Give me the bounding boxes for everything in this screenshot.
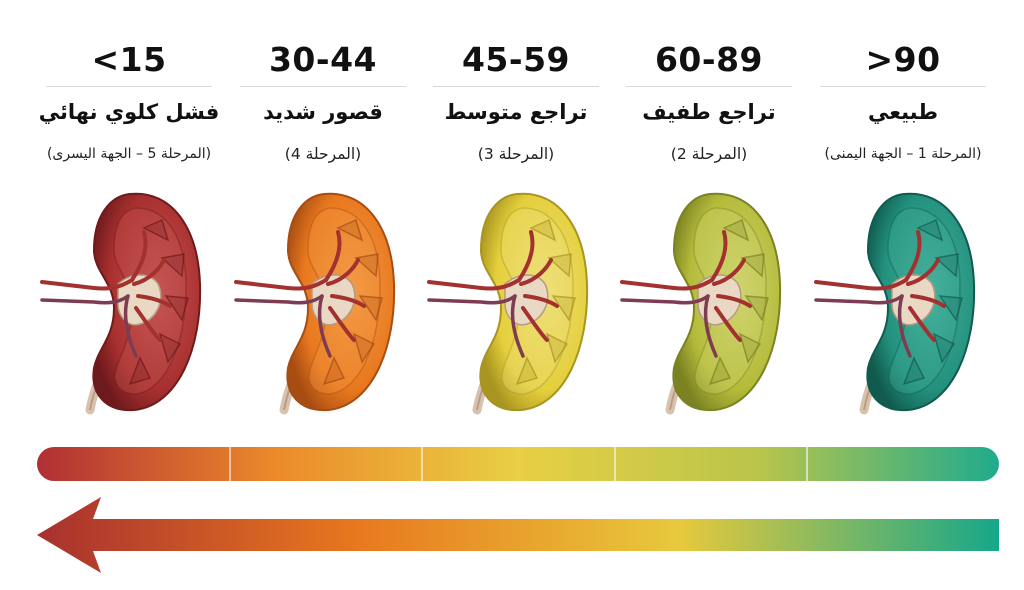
renal-vein (620, 294, 710, 305)
stage-value: 30-44 (268, 40, 378, 79)
kidney-illustration (40, 192, 202, 415)
renal-vein (427, 294, 517, 305)
divider (46, 86, 212, 87)
stage-note: (المرحلة 2) (670, 145, 748, 163)
kidney-illustration (427, 192, 589, 415)
stage-note: (المرحلة 1 – الجهة اليمنى) (824, 146, 982, 162)
stage-label: تراجع متوسط (444, 100, 588, 124)
stage-note: (المرحلة 4) (284, 145, 362, 163)
kidney-illustration (620, 192, 782, 415)
renal-pelvis (504, 274, 549, 326)
renal-pelvis (697, 274, 742, 326)
renal-vein (814, 294, 904, 305)
stage-note: (المرحلة 5 – الجهة اليسرى) (46, 146, 212, 162)
divider (626, 86, 792, 87)
stage-value: >90 (865, 40, 941, 79)
stage-value: <15 (91, 40, 167, 79)
divider (820, 86, 986, 87)
stage-label: فشل كلوي نهائي (38, 100, 220, 124)
divider (240, 86, 406, 87)
stage-label: تراجع طفيف (642, 100, 776, 124)
renal-pelvis (311, 274, 356, 326)
divider (433, 86, 599, 87)
kidney-illustration (814, 192, 976, 415)
stage-value: 60-89 (654, 40, 764, 79)
direction-arrow-left (37, 497, 999, 573)
renal-pelvis (891, 274, 936, 326)
renal-vein (234, 294, 324, 305)
renal-artery (620, 278, 714, 291)
renal-pelvis (117, 274, 162, 326)
kidney-illustration (234, 192, 396, 415)
stage-value: 45-59 (461, 40, 571, 79)
stage-note: (المرحلة 3) (477, 145, 555, 163)
gradient-scale-bar (37, 447, 999, 481)
renal-vein (40, 294, 130, 305)
renal-artery (40, 278, 134, 291)
stage-label: طبيعي (867, 100, 939, 124)
renal-artery (234, 278, 328, 291)
renal-artery (427, 278, 521, 291)
stage-label: قصور شديد (263, 100, 383, 124)
renal-artery (814, 278, 908, 291)
